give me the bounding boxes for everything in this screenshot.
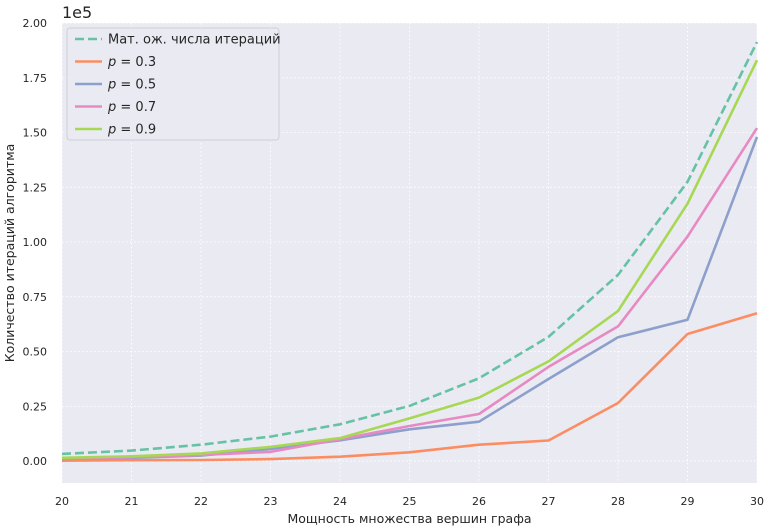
legend-entry: p = 0.7 <box>107 100 156 115</box>
x-tick-label: 23 <box>264 495 278 508</box>
x-tick-label: 26 <box>472 495 486 508</box>
x-tick-label: 22 <box>194 495 208 508</box>
legend-entry: Мат. ож. числа итераций <box>108 33 281 48</box>
series-group <box>61 41 759 462</box>
x-tick-label: 24 <box>333 495 347 508</box>
legend-box <box>66 27 280 141</box>
y-tick-label: 1.00 <box>23 236 48 249</box>
x-tick-label: 27 <box>542 495 556 508</box>
x-tick-label: 20 <box>55 495 69 508</box>
y-tick-label: 0.25 <box>23 400 48 413</box>
x-axis-label: Мощность множества вершин графа <box>287 511 531 526</box>
y-tick-label: 0.75 <box>23 291 48 304</box>
ticks: 20 21 22 23 24 25 26 27 28 29 30 0.00 0.25 0.50 0.75 1.… <box>23 17 765 508</box>
y-offset-label: 1e5 <box>62 3 92 22</box>
y-tick-label: 1.75 <box>23 72 48 85</box>
x-tick-label: 21 <box>125 495 139 508</box>
legend-entry: p = 0.3 <box>107 55 156 70</box>
y-tick-label: 1.50 <box>23 127 48 140</box>
series-line <box>61 311 758 462</box>
x-tick-label: 29 <box>681 495 695 508</box>
y-tick-label: 0.00 <box>23 455 48 468</box>
series-line <box>61 41 759 456</box>
legend-entry: p = 0.9 <box>107 123 156 138</box>
x-tick-label: 28 <box>611 495 625 508</box>
x-tick-label: 25 <box>403 495 417 508</box>
series-line <box>61 127 759 460</box>
y-tick-label: 2.00 <box>23 17 48 30</box>
series-line <box>61 59 759 460</box>
y-tick-label: 0.50 <box>23 346 48 359</box>
legend-entry: p = 0.5 <box>107 78 156 93</box>
y-tick-label: 1.25 <box>23 181 48 194</box>
y-axis-label: Количество итераций алгоритма <box>2 144 17 363</box>
legend: Мат. ож. числа итераций p = 0.3 p = 0.5 p =… <box>66 27 281 141</box>
x-tick-label: 30 <box>750 495 764 508</box>
